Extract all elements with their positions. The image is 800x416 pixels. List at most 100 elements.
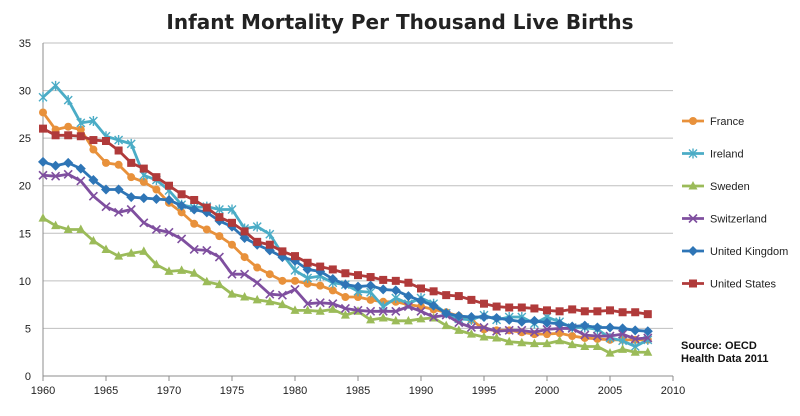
data-point-united-kingdom [176,200,187,211]
data-point-switzerland [504,325,514,335]
data-point-switzerland [38,170,48,180]
legend-item-ireland: Ireland [682,148,744,161]
data-point-united-states [51,131,60,140]
data-point-switzerland [605,331,615,341]
data-point-sweden [151,259,161,269]
data-point-switzerland [88,191,98,201]
data-point-switzerland [240,269,250,279]
data-point-sweden [265,296,275,306]
series-sweden [38,213,653,357]
data-point-switzerland [592,331,602,341]
data-point-united-states [240,227,249,236]
data-point-switzerland [315,298,325,308]
y-tick-label: 15 [19,228,31,240]
data-point-united-kingdom [239,233,250,244]
data-point-united-kingdom [554,318,565,329]
axes: 0 5 10 15 20 25 30 35 1960 1965 1970 1975 1980 1985 19… [19,38,685,397]
x-tick-label: 1960 [31,385,55,397]
data-point-sweden [378,312,388,322]
data-point-united-kingdom [428,300,439,311]
data-point-united-kingdom [353,281,363,292]
data-point-united-kingdom [617,323,628,334]
legend-item-switzerland: Switzerland [682,214,767,226]
source-line-2: Health Data 2011 [681,353,768,365]
data-point-sweden [202,276,212,286]
data-point-sweden [303,305,313,314]
y-tick-label: 35 [19,38,31,50]
data-point-switzerland [51,171,61,181]
data-point-switzerland [618,329,628,339]
series-line-united-kingdom [42,160,648,333]
data-point-france [190,219,199,228]
data-point-switzerland [290,284,300,294]
y-tick-label: 25 [19,133,31,145]
series-switzerland [38,169,653,344]
data-point-united-states [530,304,539,313]
data-point-united-states [593,307,602,316]
data-point-sweden [517,337,527,347]
data-point-switzerland [76,176,86,186]
data-point-united-states [278,247,287,256]
data-point-united-kingdom [38,156,48,167]
data-point-united-states [89,136,98,145]
data-point-sweden [529,338,539,348]
data-point-united-states [404,278,413,287]
data-point-united-states [102,136,110,145]
data-point-united-states [454,292,463,301]
data-point-united-kingdom [403,291,414,302]
legend-marker-united-kingdom [688,246,698,256]
legend-marker-sweden [688,181,698,190]
data-point-united-states [555,307,564,316]
x-tick-label: 1980 [283,385,307,397]
data-point-switzerland [151,224,161,235]
data-point-switzerland [328,299,338,309]
data-point-france [139,177,148,186]
data-point-sweden [88,235,98,245]
data-point-switzerland [202,245,212,255]
data-point-ireland [252,221,262,232]
data-point-united-states [341,269,350,278]
data-point-united-kingdom [138,193,149,204]
data-point-switzerland [303,299,313,309]
data-point-switzerland [114,207,124,217]
data-point-sweden [290,305,300,314]
data-point-switzerland [353,305,363,315]
data-point-sweden [479,331,489,341]
data-point-france [39,108,47,117]
data-point-france [341,293,350,302]
data-point-united-kingdom [50,160,61,171]
data-point-sweden [277,299,287,309]
data-point-united-kingdom [101,184,111,195]
data-point-switzerland [189,244,199,255]
data-point-united-states [379,275,388,284]
data-point-united-states [165,181,173,190]
x-tick-label: 1995 [472,385,496,397]
data-point-sweden [592,341,602,351]
x-tick-label: 1975 [220,385,244,397]
data-point-united-states [568,305,577,314]
data-point-united-states [265,240,274,249]
y-tick-label: 20 [19,181,31,193]
data-point-united-kingdom [327,273,338,284]
data-point-ireland [290,265,300,276]
data-point-france [240,253,249,262]
data-point-switzerland [214,252,224,262]
data-point-united-kingdom [567,321,578,332]
data-point-switzerland [139,218,149,228]
data-point-ireland [51,80,61,91]
data-point-france [102,158,110,167]
legend-item-united-states: United States [682,279,777,291]
source-line-1: Source: OECD [681,340,757,352]
data-point-united-states [114,146,123,155]
data-point-france [114,160,123,169]
data-point-united-kingdom [151,194,162,205]
data-point-sweden [328,304,338,313]
data-point-sweden [240,292,250,301]
data-point-ireland [126,138,136,149]
data-point-france [568,332,577,341]
data-point-france [366,295,375,304]
data-point-united-states [127,158,136,167]
data-point-france [303,279,312,288]
data-point-united-states [618,308,627,317]
data-point-ireland [227,204,237,215]
